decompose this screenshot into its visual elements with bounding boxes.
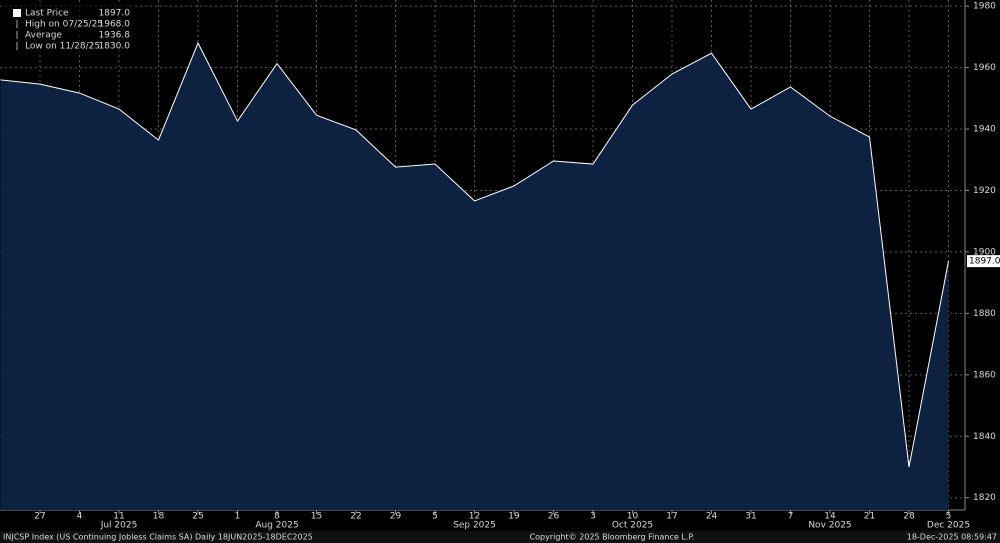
legend-value: 1968.0 [99, 20, 131, 30]
x-tick-label: 25 [192, 512, 203, 522]
x-tick-label: 22 [350, 512, 361, 522]
x-tick-label: 15 [311, 512, 322, 522]
x-tick-label: 5 [946, 512, 952, 522]
month-label: Nov 2025 [808, 521, 851, 531]
month-label: Sep 2025 [453, 521, 496, 531]
month-label: Jul 2025 [100, 521, 138, 531]
y-tick-label: 1820 [973, 493, 996, 503]
y-tick-label: 1900 [973, 247, 996, 257]
plot [0, 0, 965, 510]
x-tick-label: 12 [469, 512, 480, 522]
legend-label: High on 07/25/25 [25, 20, 103, 30]
y-tick-label: 1860 [973, 370, 996, 380]
x-tick-label: 21 [864, 512, 875, 522]
legend-label: Low on 11/28/25 [25, 42, 100, 52]
y-tick-label: 1980 [973, 2, 996, 12]
x-tick-label: 28 [903, 512, 915, 522]
footer-left: INJCSP Index (US Continuing Jobless Clai… [3, 533, 313, 542]
legend-value: 1936.8 [99, 31, 131, 41]
y-tick-label: 1920 [973, 186, 996, 196]
x-tick-label: 29 [390, 512, 402, 522]
x-tick-label: 5 [432, 512, 438, 522]
x-tick-label: 24 [706, 512, 718, 522]
x-tick-label: 18 [153, 512, 165, 522]
x-tick-label: 17 [666, 512, 677, 522]
month-label: Aug 2025 [255, 521, 298, 531]
footer-bar [0, 531, 1000, 543]
x-tick-label: 4 [77, 512, 83, 522]
last-value-box [967, 255, 1000, 268]
y-tick-label: 1840 [973, 432, 996, 442]
y-tick-label: 1880 [973, 309, 996, 319]
legend-value: 1897.0 [99, 9, 131, 19]
x-tick-label: 1 [235, 512, 241, 522]
y-tick-label: 1960 [973, 63, 996, 73]
x-tick-label: 31 [745, 512, 756, 522]
x-tick-label: 19 [508, 512, 520, 522]
x-tick-label: 8 [274, 512, 280, 522]
footer-right: 18-Dec-2025 08:59:47 [907, 533, 997, 542]
x-tick-label: 7 [788, 512, 794, 522]
footer-center: Copyright© 2025 Bloomberg Finance L.P. [530, 533, 695, 542]
line [0, 41, 949, 468]
x-tick-label: 11 [113, 512, 124, 522]
area [0, 43, 949, 510]
last-value-label: 1897.0 [969, 257, 1000, 267]
x-tick-label: 3 [590, 512, 596, 522]
legend-value: 1830.0 [99, 42, 131, 52]
month-label: Oct 2025 [612, 521, 653, 531]
legend-label: Average [25, 31, 62, 41]
x-tick-label: 10 [627, 512, 639, 522]
legend-bg [2, 3, 132, 53]
x-tick-label: 14 [824, 512, 836, 522]
month-label: Dec 2025 [927, 521, 970, 531]
legend-label: Last Price [25, 9, 69, 19]
x-tick-label: 26 [548, 512, 560, 522]
x-tick-label: 27 [34, 512, 45, 522]
legend-swatch [13, 9, 21, 17]
y-tick-label: 1940 [973, 125, 996, 135]
